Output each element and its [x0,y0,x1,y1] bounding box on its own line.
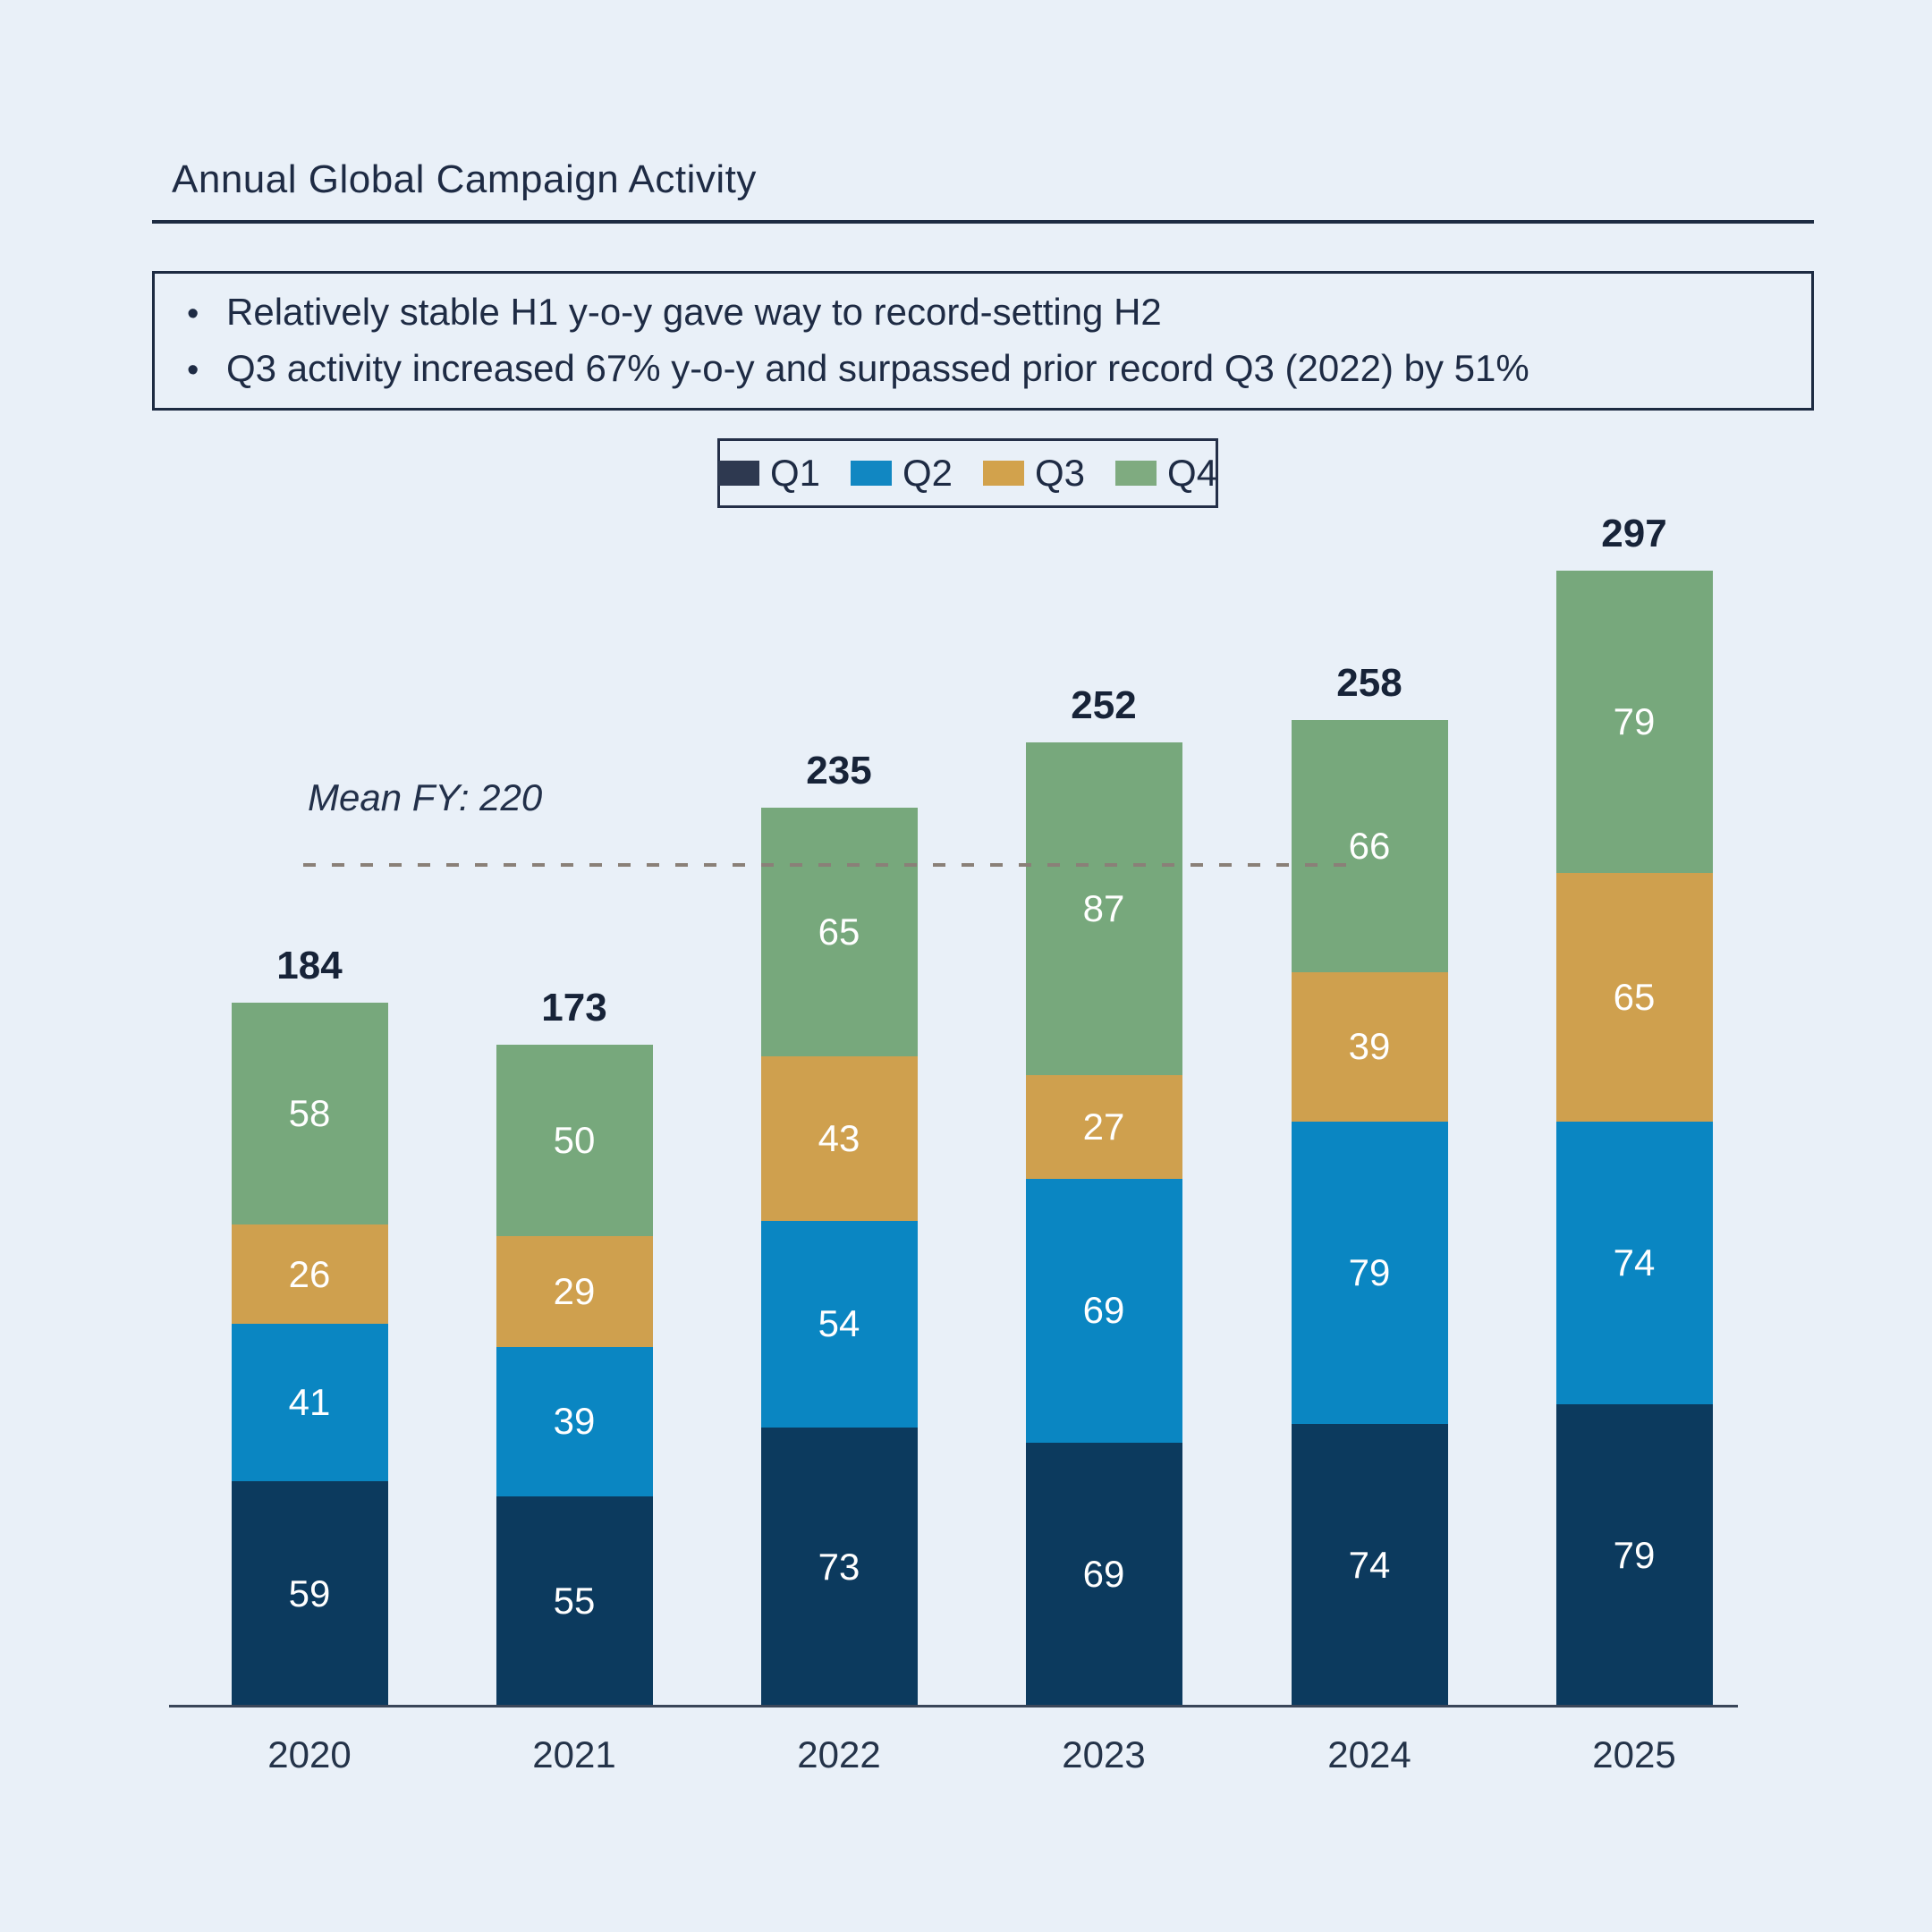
legend-label-q3: Q3 [1035,452,1086,494]
bar-segment-q3-2021: 29 [496,1235,653,1347]
bullet-icon: • [187,295,199,334]
summary-bullet-1-text: Relatively stable H1 y-o-y gave way to r… [226,291,1162,334]
bar-total-label-2022: 235 [806,748,872,792]
segment-value-label: 65 [818,910,860,953]
legend-item-q2: Q2 [850,452,953,495]
x-axis-label-2024: 2024 [1327,1733,1411,1775]
bar-segment-q2-2025: 74 [1555,1121,1713,1405]
legend-swatch-q3-icon [983,461,1024,486]
mean-line-label: Mean FY: 220 [308,776,543,818]
segment-value-label: 79 [1613,699,1656,742]
segment-value-label: 55 [553,1580,596,1623]
segment-value-label: 74 [1613,1241,1656,1284]
segment-value-label: 39 [1348,1025,1391,1068]
bar-segment-q4-2020: 58 [231,1003,388,1225]
segment-value-label: 43 [818,1116,860,1159]
bar-segment-q4-2024: 66 [1291,719,1448,972]
bar-segment-q2-2022: 54 [760,1220,918,1428]
legend-label-q1: Q1 [769,452,820,494]
bar-segment-q3-2025: 65 [1555,872,1713,1122]
segment-value-label: 65 [1613,975,1656,1018]
summary-callout-box: • Relatively stable H1 y-o-y gave way to… [152,271,1814,411]
chart-legend: Q1 Q2 Q3 Q4 [717,438,1218,508]
title-divider [152,220,1814,224]
legend-swatch-q1-icon [717,461,759,486]
summary-bullet-2: • Q3 activity increased 67% y-o-y and su… [187,347,1811,390]
x-axis-line [169,1705,1738,1707]
segment-value-label: 87 [1082,887,1125,930]
bar-segment-q2-2023: 69 [1025,1178,1182,1443]
bar-total-label-2024: 258 [1336,660,1402,705]
legend-item-q3: Q3 [983,452,1085,495]
bar-total-label-2025: 297 [1601,511,1667,555]
bar-segment-q1-2020: 59 [231,1480,388,1707]
legend-swatch-q2-icon [850,461,892,486]
bar-segment-q2-2024: 79 [1291,1121,1448,1424]
segment-value-label: 79 [1348,1250,1391,1293]
segment-value-label: 54 [818,1302,860,1345]
bar-segment-q1-2021: 55 [496,1496,653,1707]
bar-segment-q1-2023: 69 [1025,1442,1182,1707]
bar-segment-q4-2025: 79 [1555,570,1713,873]
page-title: Annual Global Campaign Activity [172,157,757,201]
bar-segment-q4-2022: 65 [760,807,918,1056]
bar-segment-q1-2025: 79 [1555,1404,1713,1707]
bar-segment-q1-2024: 74 [1291,1423,1448,1707]
bar-segment-q4-2021: 50 [496,1045,653,1236]
legend-label-q2: Q2 [902,452,953,494]
bar-total-label-2023: 252 [1071,683,1137,728]
legend-label-q4: Q4 [1167,452,1218,494]
x-axis-label-2023: 2023 [1062,1733,1146,1775]
segment-value-label: 41 [288,1380,331,1423]
x-axis-label-2021: 2021 [532,1733,616,1775]
segment-value-label: 69 [1082,1553,1125,1596]
summary-bullet-1: • Relatively stable H1 y-o-y gave way to… [187,292,1811,334]
bar-segment-q2-2021: 39 [496,1346,653,1496]
bullet-icon: • [187,352,199,389]
bar-segment-q3-2022: 43 [760,1055,918,1221]
summary-bullet-2-text: Q3 activity increased 67% y-o-y and surp… [226,347,1530,389]
x-axis-label-2020: 2020 [267,1733,352,1775]
segment-value-label: 27 [1082,1106,1125,1148]
bar-segment-q3-2020: 26 [231,1224,388,1325]
segment-value-label: 26 [288,1252,331,1295]
legend-item-q1: Q1 [717,452,820,495]
bar-segment-q3-2023: 27 [1025,1075,1182,1179]
segment-value-label: 50 [553,1119,596,1162]
bar-segment-q2-2020: 41 [231,1324,388,1481]
bar-total-label-2020: 184 [276,944,343,988]
bar-segment-q3-2024: 39 [1291,971,1448,1122]
legend-swatch-q4-icon [1115,461,1157,486]
segment-value-label: 73 [818,1545,860,1588]
segment-value-label: 69 [1082,1289,1125,1332]
segment-value-label: 39 [553,1400,596,1443]
x-axis-label-2022: 2022 [797,1733,881,1775]
segment-value-label: 58 [288,1092,331,1135]
segment-value-label: 74 [1348,1543,1391,1586]
segment-value-label: 79 [1613,1534,1656,1577]
bar-segment-q4-2023: 87 [1025,742,1182,1076]
bar-total-label-2021: 173 [541,986,607,1030]
legend-item-q4: Q4 [1115,452,1217,495]
bar-segment-q1-2022: 73 [760,1427,918,1707]
segment-value-label: 29 [553,1269,596,1312]
x-axis-label-2025: 2025 [1592,1733,1676,1775]
segment-value-label: 66 [1348,824,1391,867]
segment-value-label: 59 [288,1572,331,1614]
mean-reference-line [303,863,1351,867]
